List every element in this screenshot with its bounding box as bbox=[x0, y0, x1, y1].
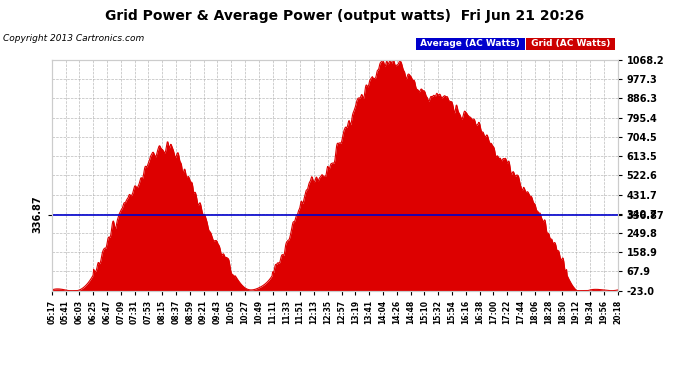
Text: Average (AC Watts): Average (AC Watts) bbox=[417, 39, 523, 48]
Text: Grid Power & Average Power (output watts)  Fri Jun 21 20:26: Grid Power & Average Power (output watts… bbox=[106, 9, 584, 23]
Text: Grid (AC Watts): Grid (AC Watts) bbox=[528, 39, 613, 48]
Text: Copyright 2013 Cartronics.com: Copyright 2013 Cartronics.com bbox=[3, 34, 145, 43]
